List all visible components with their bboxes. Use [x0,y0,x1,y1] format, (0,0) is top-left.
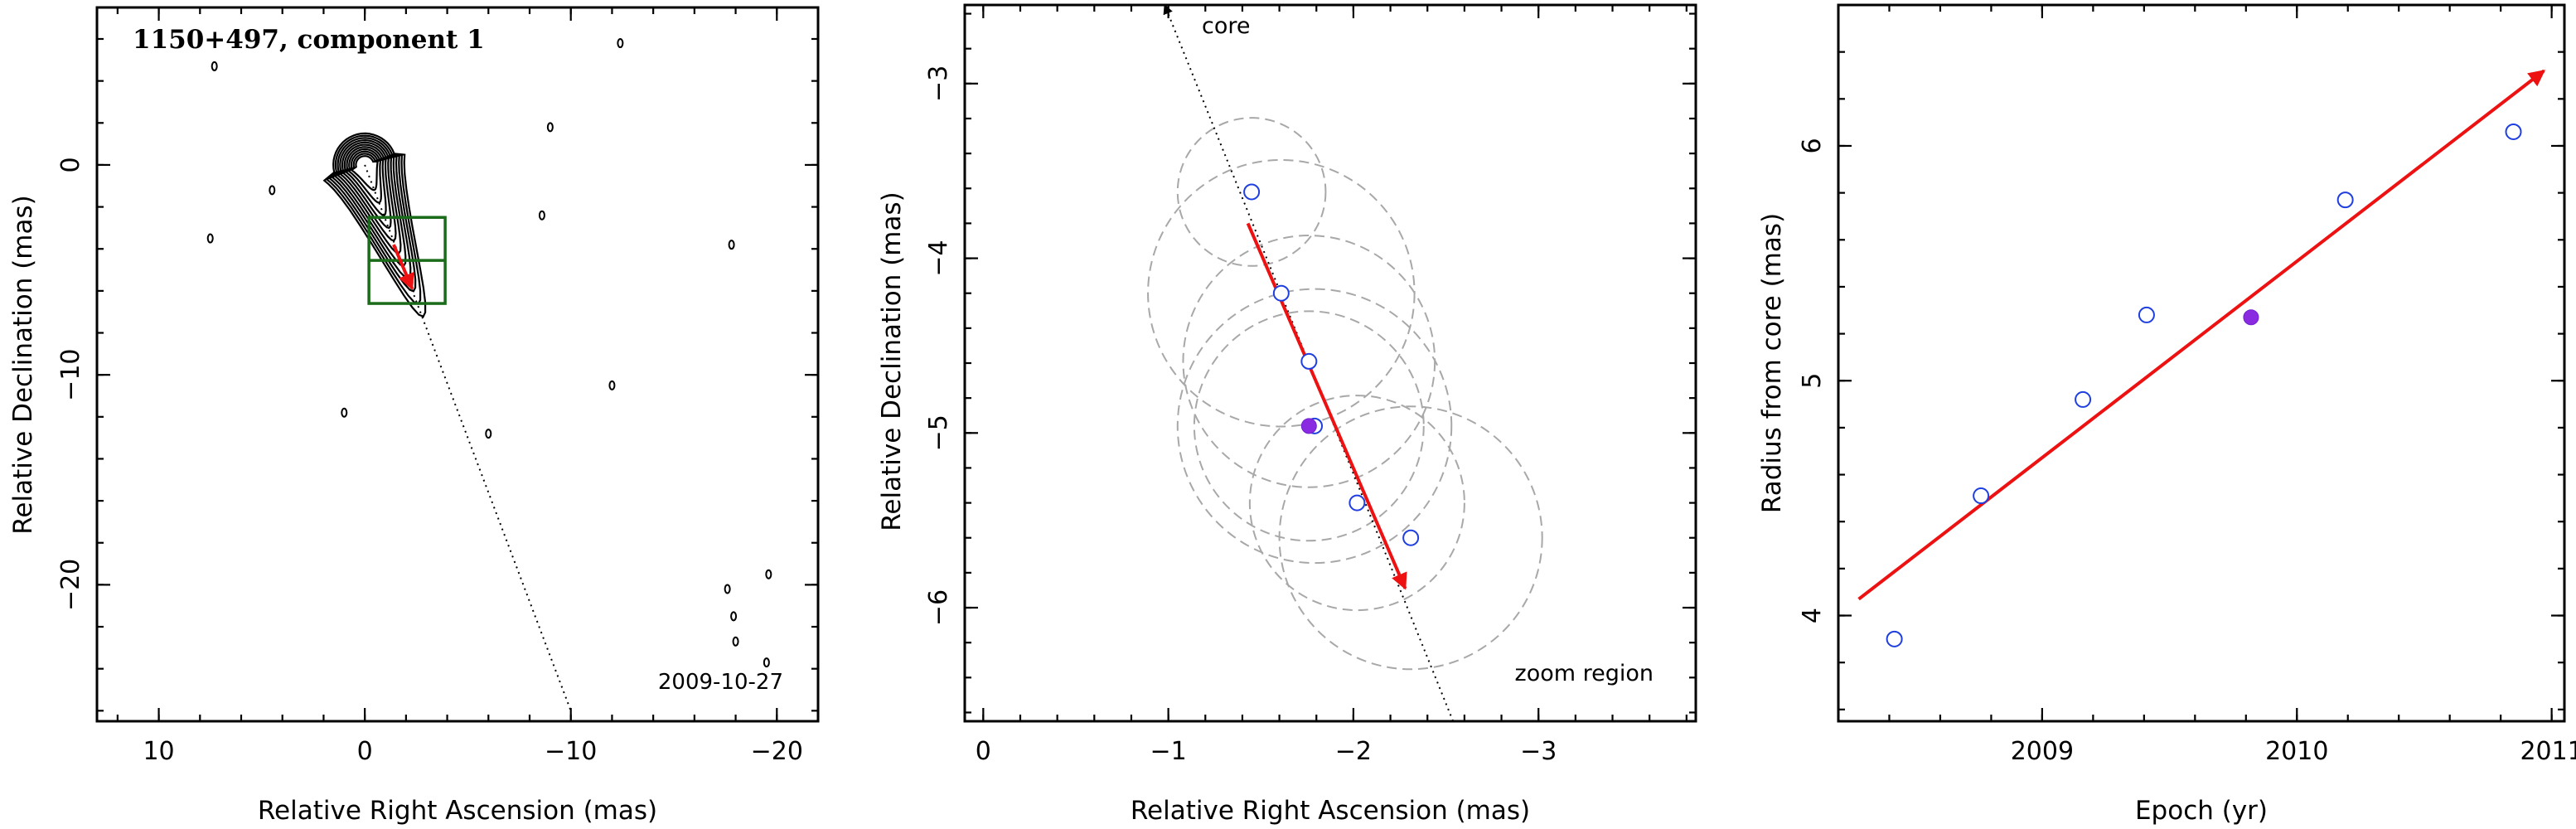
y-tick-label: 0 [56,157,85,172]
error-circle [1176,117,1327,267]
panel-radius-vs-epoch: 2009 2010 2011 4 5 6 Epoch (yr) Radius from c… [1757,3,2576,826]
x-tick-label: −2 [1335,737,1372,766]
y-axis-label: Radius from core (mas) [1757,213,1787,513]
noise-contour [728,240,735,250]
noise-contour [538,210,545,221]
x-tick-label: −10 [545,737,597,766]
x-tick-label: −1 [1150,737,1187,766]
chart-title: 1150+497, component 1 [133,25,485,55]
x-axis-label: Epoch (yr) [2135,796,2268,826]
data-point [1973,487,1990,505]
data-point [1349,494,1366,511]
x-axis-label: Relative Right Ascension (mas) [1131,796,1530,826]
jet-contour [350,155,380,191]
y-tick-label: 4 [1798,608,1827,623]
x-tick-label: 2010 [2265,737,2328,766]
data-point [1402,529,1420,546]
y-tick-label: 6 [1798,138,1827,153]
jet-contour [344,150,387,216]
plot-frame [95,6,820,723]
y-axis-label: Relative Declination (mas) [8,195,38,535]
y-tick-label: −10 [56,349,85,401]
noise-contour [341,407,348,418]
jet-contour [333,141,407,268]
plot-area [1147,5,1543,721]
data-point [1886,630,1903,647]
panel-zoom-region: 0 −1 −2 −3 −3 −4 −5 −6 core zoom region Relativ… [877,3,1697,826]
x-tick-label: 0 [357,737,373,766]
noise-contour [211,61,218,71]
data-point [1243,183,1261,201]
fit-line [1857,69,2545,601]
noise-contour [485,429,492,439]
x-tick-label: −20 [751,737,803,766]
x-tick-label: 10 [143,737,174,766]
x-tick-label: 2011 [2520,737,2576,766]
jet-contour [339,146,397,242]
error-circle [1248,395,1465,612]
y-tick-label: −3 [924,65,953,102]
plot-frame [1837,3,2566,723]
jet-contour [336,143,402,255]
x-tick-label: 0 [976,737,991,766]
y-tick-label: −6 [924,589,953,626]
noise-contour [546,122,554,133]
data-point [1272,284,1290,302]
trajectory-line [364,164,572,711]
x-axis-label: Relative Right Ascension (mas) [258,796,657,826]
x-tick-label: −3 [1520,737,1557,766]
epoch-annotation: 2009-10-27 [658,670,783,695]
plot-frame [963,3,1697,723]
jet-contour [347,153,383,204]
y-tick-label: −5 [924,414,953,451]
data-point [1300,352,1318,370]
core-label: core [1202,13,1250,39]
data-point-filled [1300,418,1317,434]
y-axis-label: Relative Declination (mas) [877,191,907,531]
noise-contour [617,38,624,49]
noise-contour [732,636,739,647]
noise-contour [763,657,770,668]
x-tick-label: 2009 [2011,737,2074,766]
data-point-filled [2243,309,2259,326]
noise-contour [206,233,214,244]
noise-contour [724,584,731,594]
y-tick-label: 5 [1798,373,1827,389]
noise-contour [608,380,616,390]
data-point [2505,123,2522,140]
y-tick-label: −4 [924,240,953,276]
jet-contour [331,138,412,280]
error-circle [1193,310,1425,542]
data-point [2138,306,2155,323]
noise-contour [765,569,772,579]
jet-contour [328,137,417,293]
motion-arrow [1246,222,1407,590]
jet-contour [341,148,392,230]
panel-contour-map: 10 0 −10 −20 0 −10 −20 1150+497, component 1 2… [8,6,820,826]
noise-contour [269,185,276,196]
data-point [2336,191,2354,209]
y-tick-label: −20 [56,559,85,611]
error-circle [1278,405,1543,671]
noise-contour [730,611,738,622]
jet-contour [325,134,422,305]
motion-arrow [392,244,414,291]
region-label: zoom region [1515,661,1654,686]
jet-contour [322,132,427,318]
data-point [2075,390,2092,408]
error-circle [1176,288,1453,565]
